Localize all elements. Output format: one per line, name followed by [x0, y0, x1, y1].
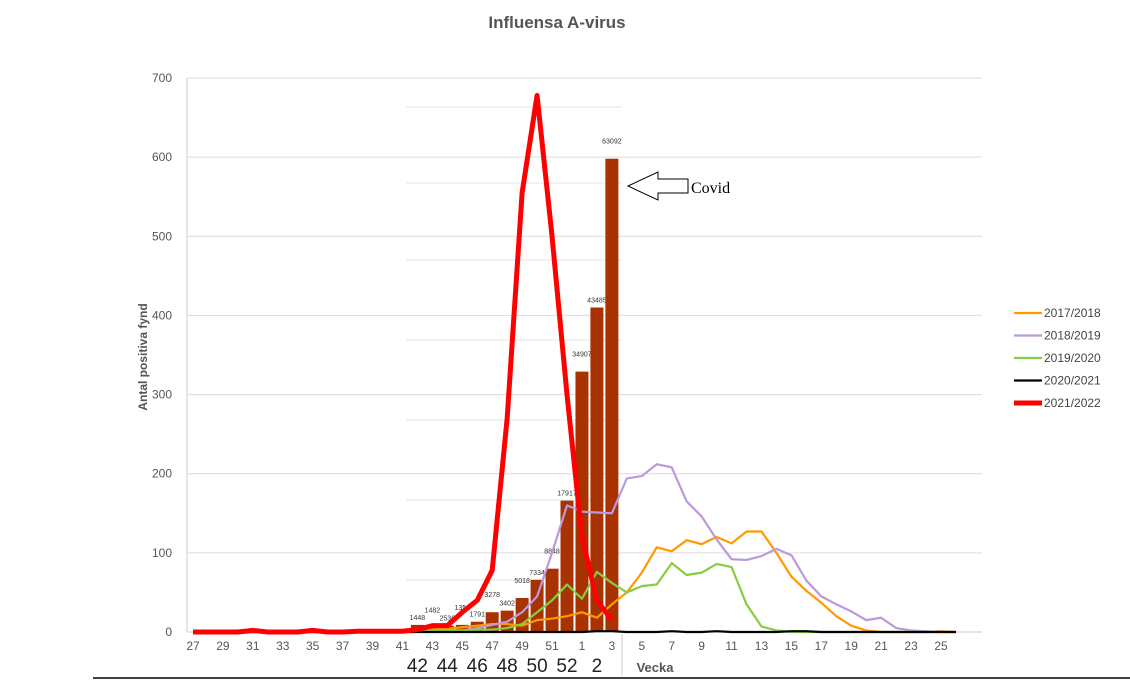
y-tick-label: 300	[152, 388, 172, 402]
x-tick-label: 1	[579, 639, 586, 653]
bar	[605, 158, 619, 632]
x-tick-label: 45	[456, 639, 470, 653]
bar-label: 7334	[529, 570, 545, 577]
bar	[470, 621, 484, 632]
legend-label: 2021/2022	[1044, 396, 1101, 410]
legend-label: 2018/2019	[1044, 329, 1101, 343]
y-tick-label: 100	[152, 546, 172, 560]
legend-label: 2017/2018	[1044, 306, 1101, 320]
x-tick-label: 5	[638, 639, 645, 653]
x-tick-label: 33	[276, 639, 290, 653]
overlay-x-tick-label: 52	[556, 656, 577, 677]
x-tick-label: 13	[755, 639, 769, 653]
overlay-x-tick-label: 44	[437, 656, 459, 677]
y-axis: 0 100 200 300 400 500 600 700	[152, 71, 188, 639]
legend-label: 2020/2021	[1044, 374, 1101, 388]
line-series	[193, 92, 957, 635]
covid-annotation: Covid	[626, 171, 730, 201]
bar-series: 1448148225361351179132783402501873348848…	[410, 139, 622, 632]
bar-label: 43485	[587, 298, 607, 305]
overlay-x-tick-label: 46	[467, 656, 488, 677]
y-tick-label: 200	[152, 467, 172, 481]
x-tick-label: 29	[216, 639, 230, 653]
x-tick-label: 37	[336, 639, 350, 653]
bar	[590, 307, 604, 632]
x-tick-label: 51	[545, 639, 559, 653]
legend: 2017/2018 2018/2019 2019/2020 2020/2021 2021…	[1014, 306, 1101, 410]
bar-label: 17917	[557, 491, 577, 498]
x-axis: 27 29 31 33 35 37 39 41 43 45 47 49 51 1 3 5 7 9 11 13 15 17 1…	[186, 631, 982, 677]
arrow-left-icon	[626, 171, 689, 201]
x-tick-label: 39	[366, 639, 380, 653]
y-tick-label: 700	[152, 71, 172, 85]
x-tick-label: 21	[874, 639, 888, 653]
x-tick-label: 17	[815, 639, 829, 653]
bar-label: 2536	[440, 616, 456, 623]
y-tick-label: 0	[165, 625, 172, 639]
overlay-x-tick-label: 50	[527, 656, 548, 677]
x-tick-label: 7	[668, 639, 675, 653]
overlay-x-tick-label: 42	[407, 656, 428, 677]
x-tick-label: 23	[904, 639, 918, 653]
chart-title: Influensa A-virus	[488, 13, 625, 32]
bar	[575, 371, 589, 632]
overlay-x-tick-label: 48	[497, 656, 518, 677]
bar-label: 1791	[469, 612, 485, 619]
x-tick-label: 15	[785, 639, 799, 653]
x-tick-label: 19	[845, 639, 859, 653]
x-tick-label: 27	[186, 639, 200, 653]
series-line	[193, 562, 956, 634]
bar-label: 3278	[484, 592, 500, 599]
bar	[455, 624, 469, 632]
x-tick-label: 9	[698, 639, 705, 653]
x-tick-label: 3	[609, 639, 616, 653]
legend-label: 2019/2020	[1044, 351, 1101, 365]
covid-label: Covid	[691, 180, 730, 197]
bar-label: 34907	[572, 352, 592, 359]
bar	[560, 500, 574, 632]
bar-label: 5018	[514, 578, 530, 585]
y-tick-label: 600	[152, 150, 172, 164]
y-axis-label: Antal positiva fynd	[136, 303, 150, 410]
overlay-x-tick-label: 2	[592, 656, 603, 677]
y-tick-label: 400	[152, 308, 172, 322]
series-line	[193, 92, 614, 635]
bar-label: 63092	[602, 139, 622, 146]
bar	[485, 612, 499, 632]
series-line	[193, 530, 957, 634]
bar-label: 1448	[410, 615, 426, 622]
x-tick-label: 35	[306, 639, 320, 653]
bar	[530, 579, 544, 632]
bar-label: 1482	[425, 607, 441, 614]
x-tick-label: 31	[246, 639, 260, 653]
bar-label: 3402	[499, 601, 515, 608]
x-tick-label: 47	[486, 639, 500, 653]
x-axis-label: Vecka	[637, 660, 675, 675]
bar-label: 1351	[454, 605, 470, 612]
x-tick-label: 43	[426, 639, 440, 653]
x-tick-label: 49	[515, 639, 529, 653]
x-tick-label: 25	[934, 639, 948, 653]
y-tick-label: 500	[152, 229, 172, 243]
x-tick-label: 41	[396, 639, 410, 653]
x-tick-label: 11	[725, 639, 738, 653]
